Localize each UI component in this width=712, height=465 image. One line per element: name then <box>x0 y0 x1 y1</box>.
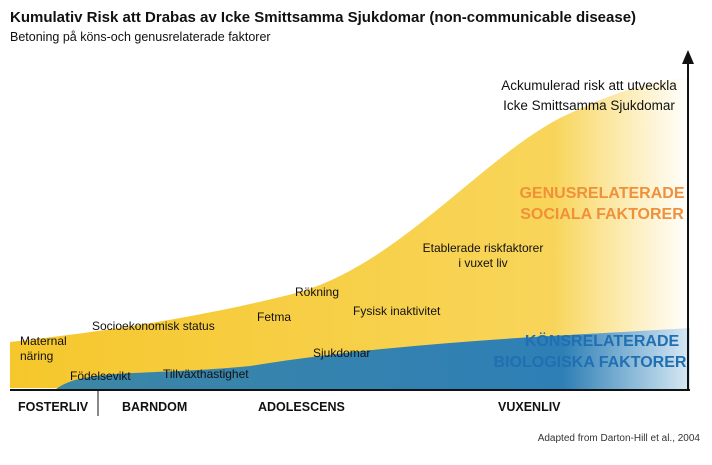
factor-label: näring <box>20 349 53 363</box>
factor-label: Sjukdomar <box>313 346 370 360</box>
region-label: KÖNSRELATERADE <box>525 331 680 350</box>
factor-label: Fysisk inaktivitet <box>353 304 441 318</box>
y-arrow <box>682 50 694 64</box>
factor-label: i vuxet liv <box>458 256 507 270</box>
region-label: BIOLOGISKA FAKTORER <box>494 354 687 371</box>
factor-label: Födelsevikt <box>70 369 131 383</box>
stage-label: BARNDOM <box>122 400 187 414</box>
source-note: Adapted from Darton-Hill et al., 2004 <box>538 433 701 444</box>
biological-area <box>55 328 690 390</box>
factor-label: Fetma <box>257 310 291 324</box>
factor-label: Tillväxthastighet <box>163 367 249 381</box>
axis-label: Ackumulerad risk att utveckla <box>501 78 677 93</box>
factor-label: Etablerade riskfaktorer <box>423 241 544 255</box>
title: Kumulativ Risk att Drabas av Icke Smitts… <box>10 9 636 26</box>
region-label: GENUSRELATERADE <box>519 185 684 202</box>
stage-label: VUXENLIV <box>498 400 561 414</box>
factor-label: Socioekonomisk status <box>92 319 215 333</box>
social-area <box>10 78 690 390</box>
factor-label: Rökning <box>295 285 339 299</box>
axis-label: Icke Smittsamma Sjukdomar <box>503 98 675 113</box>
subtitle: Betoning på köns-och genusrelaterade fak… <box>10 30 271 44</box>
factor-label: Maternal <box>20 334 67 348</box>
stage-label: ADOLESCENS <box>258 400 345 414</box>
region-label: SOCIALA FAKTORER <box>520 206 684 223</box>
stage-label: FOSTERLIV <box>18 400 89 414</box>
